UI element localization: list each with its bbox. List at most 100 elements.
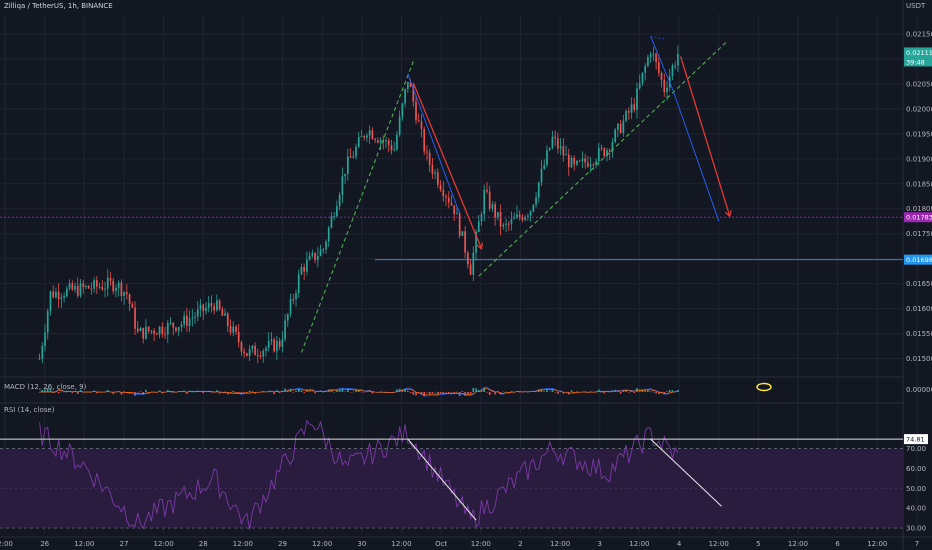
- down-arrow-1[interactable]: [412, 82, 483, 249]
- candle-body: [360, 136, 363, 138]
- rsi-line: [39, 419, 679, 530]
- time-tick-label: 12:00: [312, 540, 332, 548]
- candle-body: [289, 299, 292, 315]
- candle-body: [44, 332, 46, 347]
- candle-body: [316, 255, 319, 260]
- macd-label[interactable]: MACD (12, 26, close, 9): [4, 383, 87, 391]
- candle-body: [507, 223, 510, 225]
- candle-body: [513, 217, 516, 219]
- candle-body: [346, 156, 349, 174]
- candle-body: [330, 216, 333, 228]
- candle-body: [480, 214, 483, 222]
- candle-body: [532, 204, 535, 212]
- uptrend-line-2[interactable]: [478, 41, 728, 277]
- candle-body: [494, 204, 496, 218]
- candle-body: [546, 150, 548, 166]
- candle-body: [647, 57, 649, 67]
- candle-body: [65, 288, 68, 297]
- candle-body: [123, 291, 125, 296]
- macd-histogram-bar: [169, 391, 172, 393]
- macd-histogram-bar: [507, 392, 510, 393]
- macd-histogram-bar: [649, 391, 652, 393]
- candle-body: [306, 259, 308, 272]
- macd-histogram-bar: [546, 389, 548, 392]
- candle-body: [246, 353, 248, 357]
- macd-histogram-bar: [330, 389, 333, 392]
- macd-histogram-bar: [450, 392, 453, 393]
- macd-histogram-bar: [598, 389, 600, 392]
- candle-body: [521, 217, 524, 220]
- candle-body: [595, 161, 597, 165]
- macd-histogram-bar: [360, 391, 363, 393]
- macd-histogram-bar: [63, 391, 65, 393]
- macd-histogram-bar: [186, 392, 188, 394]
- time-tick-label: 12:00: [391, 540, 411, 548]
- candle-body: [254, 345, 256, 356]
- macd-histogram-bar: [136, 392, 139, 393]
- candle-body: [131, 304, 134, 308]
- macd-histogram-bar: [270, 391, 273, 393]
- candle-body: [562, 146, 565, 156]
- candle-body: [150, 330, 153, 332]
- macd-histogram-bar: [420, 392, 423, 394]
- down-arrow-2[interactable]: [680, 56, 731, 217]
- macd-histogram-bar: [336, 390, 338, 392]
- macd-histogram-bar: [548, 391, 551, 393]
- macd-histogram-bar: [295, 390, 297, 392]
- candle-body: [96, 280, 98, 287]
- macd-histogram-bar: [510, 391, 513, 392]
- macd-histogram-bar: [303, 392, 305, 393]
- projection-line-2a[interactable]: [650, 36, 673, 90]
- candle-body: [303, 266, 306, 272]
- macd-histogram-bar: [82, 392, 85, 393]
- candle-body: [423, 128, 426, 152]
- projection-line-1[interactable]: [407, 73, 461, 214]
- macd-histogram-bar: [145, 389, 147, 392]
- time-tick-label: 12:00: [709, 540, 729, 548]
- candle-body: [128, 294, 131, 305]
- candle-body: [322, 249, 325, 251]
- candle-body: [126, 291, 128, 295]
- time-tick-label: 12:00: [629, 540, 649, 548]
- macd-histogram-bar: [491, 391, 494, 392]
- macd-histogram-bar: [235, 392, 237, 393]
- macd-histogram-bar: [647, 390, 649, 392]
- uptrend-line-1[interactable]: [300, 61, 414, 353]
- macd-histogram-bar: [437, 392, 439, 395]
- macd-histogram-bar: [540, 389, 543, 392]
- candle-body: [224, 313, 226, 316]
- candle-body: [371, 130, 374, 139]
- candle-body: [374, 138, 376, 141]
- rsi-arrow-2[interactable]: [650, 438, 722, 507]
- candle-body: [415, 101, 417, 121]
- time-axis: 2:002612:002712:002812:002912:003012:00O…: [0, 540, 919, 548]
- macd-histogram-bar: [628, 392, 630, 393]
- symbol-title[interactable]: Zilliqa / TetherUS, 1h, BINANCE: [4, 2, 113, 10]
- macd-histogram-bar: [49, 388, 52, 392]
- macd-histogram-bar: [232, 390, 235, 392]
- candle-body: [295, 292, 297, 300]
- macd-histogram-bar: [486, 392, 488, 393]
- macd-histogram-bar: [494, 392, 496, 395]
- macd-highlight-circle[interactable]: [756, 382, 772, 392]
- rsi-label[interactable]: RSI (14, close): [4, 406, 55, 414]
- candle-body: [491, 204, 494, 209]
- rsi-arrow-1[interactable]: [407, 438, 477, 521]
- projection-line-2b[interactable]: [672, 88, 720, 222]
- candle-body: [134, 307, 136, 329]
- candle-body: [218, 300, 221, 310]
- candle-body: [497, 211, 499, 218]
- macd-histogram-bar: [543, 391, 546, 392]
- indicator-lines: [38, 386, 679, 530]
- macd-histogram-bar: [385, 391, 387, 393]
- macd-histogram-bar: [396, 389, 398, 392]
- candle-body: [570, 157, 573, 168]
- candle-body: [581, 158, 584, 161]
- candle-body: [251, 345, 254, 350]
- candle-body: [434, 172, 436, 174]
- candle-body: [409, 82, 412, 87]
- drawings[interactable]: [0, 0, 903, 521]
